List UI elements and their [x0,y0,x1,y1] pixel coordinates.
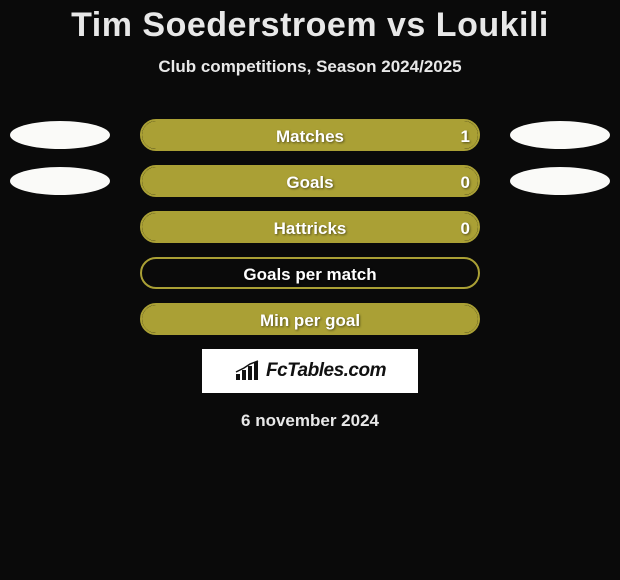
stat-bar: Min per goal [140,303,480,335]
logo-box: FcTables.com [202,349,418,393]
stat-row: Matches1 [0,119,620,151]
stat-row: Min per goal [0,303,620,335]
stat-value-right: 0 [461,167,470,197]
stat-label: Min per goal [142,305,478,335]
stat-row: Goals per match [0,257,620,289]
logo-text: FcTables.com [266,360,386,382]
stat-bar: Goals per match [140,257,480,289]
stat-label: Hattricks [142,213,478,243]
player1-ellipse [10,167,110,195]
stat-bar: Hattricks0 [140,211,480,243]
stat-bar: Matches1 [140,119,480,151]
chart-icon [234,360,262,382]
vs-text: vs [387,6,426,44]
stat-value-right: 1 [461,121,470,151]
stats-area: Matches1Goals0Hattricks0Goals per matchM… [0,119,620,335]
stat-row: Hattricks0 [0,211,620,243]
player1-ellipse [10,121,110,149]
date-text: 6 november 2024 [0,411,620,431]
player2-ellipse [510,167,610,195]
stat-value-right: 0 [461,213,470,243]
stat-label: Goals [142,167,478,197]
stat-row: Goals0 [0,165,620,197]
player2-name: Loukili [436,6,549,44]
player1-name: Tim Soederstroem [71,6,377,44]
stat-bar: Goals0 [140,165,480,197]
page-title: Tim Soederstroem vs Loukili [0,6,620,45]
subtitle: Club competitions, Season 2024/2025 [0,57,620,77]
player2-ellipse [510,121,610,149]
stat-label: Matches [142,121,478,151]
stat-label: Goals per match [142,259,478,289]
comparison-infographic: Tim Soederstroem vs Loukili Club competi… [0,0,620,431]
